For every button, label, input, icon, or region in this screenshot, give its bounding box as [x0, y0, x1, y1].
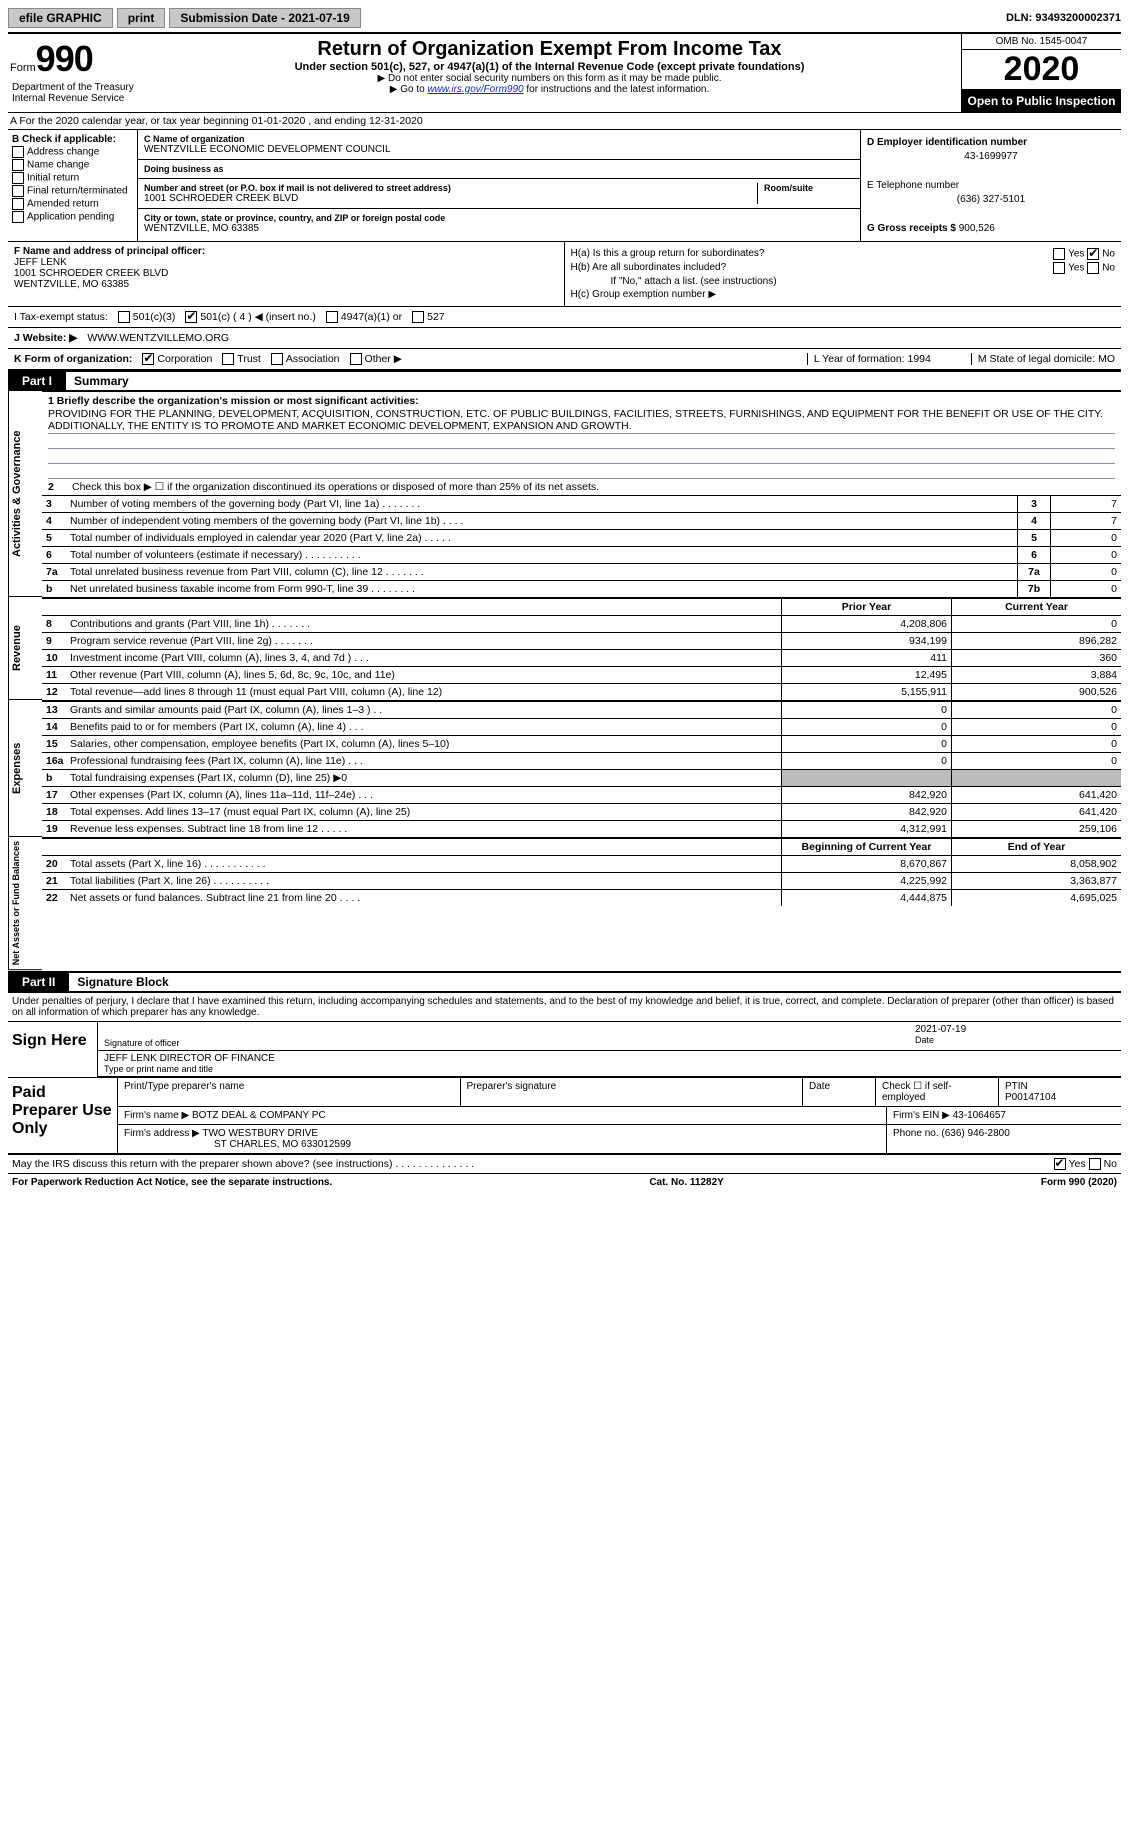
paid-preparer: Print/Type preparer's name Preparer's si… [118, 1078, 1121, 1153]
governance-table: 3Number of voting members of the governi… [42, 495, 1121, 597]
website: WWW.WENTZVILLEMO.ORG [87, 332, 229, 344]
section-b: B Check if applicable: Address changeNam… [8, 130, 138, 241]
section-c: C Name of organization WENTZVILLE ECONOM… [138, 130, 861, 241]
note-link: ▶ Go to www.irs.gov/Form990 for instruct… [144, 84, 955, 95]
discuss-row: May the IRS discuss this return with the… [8, 1155, 1121, 1173]
signature-block: Under penalties of perjury, I declare th… [8, 992, 1121, 1191]
form-title: Return of Organization Exempt From Incom… [144, 38, 955, 61]
revenue-table: 8Contributions and grants (Part VIII, li… [42, 615, 1121, 700]
ein: 43-1699977 [867, 151, 1115, 162]
org-street: 1001 SCHROEDER CREEK BLVD [144, 193, 757, 204]
efile-btn[interactable]: efile GRAPHIC [8, 8, 113, 28]
row-a-period: A For the 2020 calendar year, or tax yea… [8, 112, 1121, 129]
checkbox-option[interactable]: Initial return [12, 172, 133, 184]
dln: DLN: 93493200002371 [1006, 12, 1121, 24]
print-btn[interactable]: print [117, 8, 166, 28]
irs-link[interactable]: www.irs.gov/Form990 [427, 84, 523, 95]
form-header: Form990 Department of the Treasury Inter… [8, 32, 1121, 112]
form-subtitle: Under section 501(c), 527, or 4947(a)(1)… [144, 61, 955, 73]
mission: 1 Briefly describe the organization's mi… [42, 392, 1121, 479]
checkbox-option[interactable]: Address change [12, 146, 133, 158]
row-k: K Form of organization: Corporation Trus… [8, 348, 1121, 370]
note-ssn: ▶ Do not enter social security numbers o… [144, 73, 955, 84]
org-name: WENTZVILLE ECONOMIC DEVELOPMENT COUNCIL [144, 144, 854, 155]
top-bar: efile GRAPHIC print Submission Date - 20… [8, 8, 1121, 28]
form-label: Form990 [10, 38, 136, 80]
part1-header: Part I Summary [8, 370, 1121, 391]
part2-header: Part II Signature Block [8, 971, 1121, 992]
sign-here: Sign Here [8, 1022, 98, 1077]
org-city: WENTZVILLE, MO 63385 [144, 223, 854, 234]
tax-year: 2020 [962, 50, 1121, 90]
netassets-header: Beginning of Current Year End of Year [42, 838, 1121, 855]
row-j: J Website: ▶ WWW.WENTZVILLEMO.ORG [8, 327, 1121, 348]
side-governance: Activities & Governance [8, 391, 42, 597]
telephone: (636) 327-5101 [867, 194, 1115, 205]
checkbox-option[interactable]: Name change [12, 159, 133, 171]
omb: OMB No. 1545-0047 [962, 34, 1121, 50]
section-deg: D Employer identification number 43-1699… [861, 130, 1121, 241]
side-revenue: Revenue [8, 597, 42, 700]
revenue-header: Prior Year Current Year [42, 598, 1121, 615]
submission-date: Submission Date - 2021-07-19 [169, 8, 360, 28]
line-2: 2Check this box ▶ ☐ if the organization … [42, 479, 1121, 495]
side-netassets: Net Assets or Fund Balances [8, 837, 42, 970]
expenses-table: 13Grants and similar amounts paid (Part … [42, 701, 1121, 837]
gross-receipts: 900,526 [959, 223, 995, 234]
checkbox-option[interactable]: Amended return [12, 198, 133, 210]
paid-preparer-label: Paid Preparer Use Only [8, 1078, 118, 1153]
checkbox-option[interactable]: Application pending [12, 211, 133, 223]
section-h: H(a) Is this a group return for subordin… [565, 242, 1122, 306]
netassets-table: 20Total assets (Part X, line 16) . . . .… [42, 855, 1121, 906]
row-i: I Tax-exempt status: 501(c)(3) 501(c) ( … [8, 306, 1121, 327]
section-f: F Name and address of principal officer:… [8, 242, 565, 306]
side-expenses: Expenses [8, 700, 42, 837]
section-fh: F Name and address of principal officer:… [8, 241, 1121, 306]
footer: For Paperwork Reduction Act Notice, see … [8, 1173, 1121, 1191]
section-bcd: B Check if applicable: Address changeNam… [8, 129, 1121, 241]
dept: Department of the Treasury Internal Reve… [10, 80, 136, 106]
open-public: Open to Public Inspection [962, 90, 1121, 112]
checkbox-option[interactable]: Final return/terminated [12, 185, 133, 197]
